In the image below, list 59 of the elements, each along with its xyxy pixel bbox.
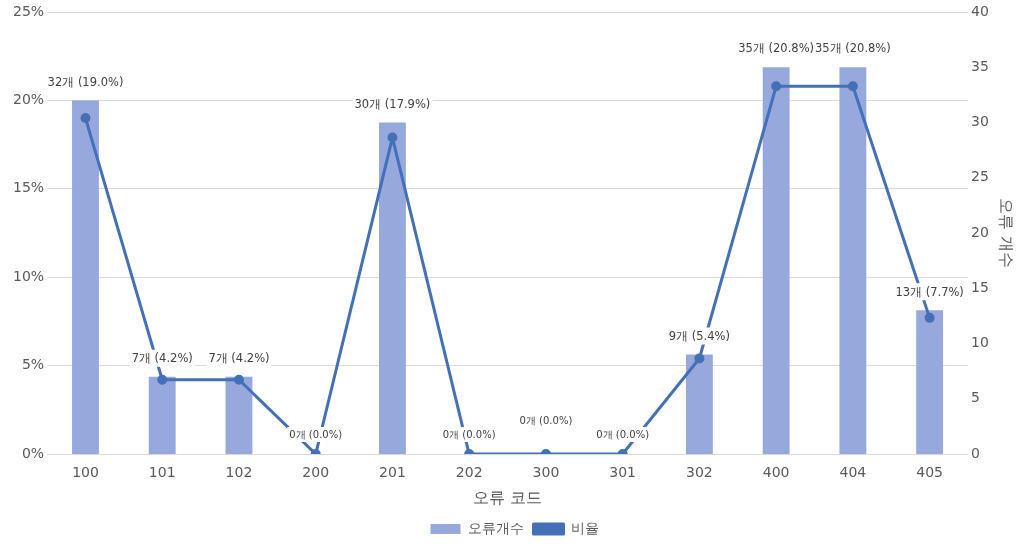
x-tick-label: 404 [839,464,867,481]
x-tick-label: 400 [762,464,790,481]
point [80,113,91,124]
bar [72,100,99,454]
y-tick-label: 10% [12,267,45,284]
y2-tick-label: 5 [970,389,980,406]
legend-label: 비율 [570,519,599,536]
data-label: 7개 (4.2%) [208,350,270,365]
y2-tick-label: 15 [970,278,989,295]
point [694,353,705,364]
point [387,132,398,143]
data-label: 35개 (20.8%) [738,41,815,56]
data-label: 35개 (20.8%) [814,41,891,56]
x-tick-label: 102 [225,464,253,481]
data-label: 13개 (7.7%) [895,284,964,299]
y-tick-label: 20% [12,91,45,108]
bar [225,376,253,454]
data-label: 32개 (19.0%) [47,74,124,89]
point [771,81,782,92]
x-tick-label: 301 [609,464,637,481]
data-label: 0개 (0.0%) [519,414,573,426]
data-label: 0개 (0.0%) [442,428,496,440]
y2-tick-label: 0 [970,444,980,461]
bar [762,67,790,454]
y2-tick-label: 25 [970,168,989,185]
x-tick-label: 100 [72,464,99,481]
legend-label: 오류개수 [467,519,524,536]
x-tick-label: 300 [532,464,560,481]
data-label: 0개 (0.0%) [596,428,650,440]
x-tick-label: 200 [302,464,330,481]
y-tick-label: 15% [12,179,45,196]
y-tick-label: 0% [21,444,45,461]
y2-tick-label: 10 [970,334,989,351]
y-tick-label: 25% [12,2,45,19]
bar [916,310,944,454]
y2-axis-title: 오류 개수 [997,198,1017,268]
data-label: 7개 (4.2%) [131,350,193,365]
y-tick-label: 5% [21,356,45,373]
data-label: 9개 (5.4%) [668,328,730,343]
point [924,312,935,323]
y2-tick-label: 40 [970,2,989,19]
x-tick-label: 302 [686,464,713,481]
bar [839,67,867,454]
x-tick-label: 201 [379,464,406,481]
x-axis-title: 오류 코드 [473,487,543,507]
y2-tick-label: 35 [970,57,989,74]
data-label: 30개 (17.9%) [354,96,431,111]
x-tick-label: 405 [916,464,943,481]
y2-tick-label: 30 [970,113,989,130]
bar [685,354,713,454]
point [157,374,168,385]
bar [379,122,406,454]
x-tick-label: 202 [455,464,483,481]
x-tick-label: 101 [148,464,176,481]
point [233,374,244,385]
bar [148,376,176,454]
y2-tick-label: 20 [970,223,989,240]
data-label: 0개 (0.0%) [289,428,343,440]
point [847,81,858,92]
